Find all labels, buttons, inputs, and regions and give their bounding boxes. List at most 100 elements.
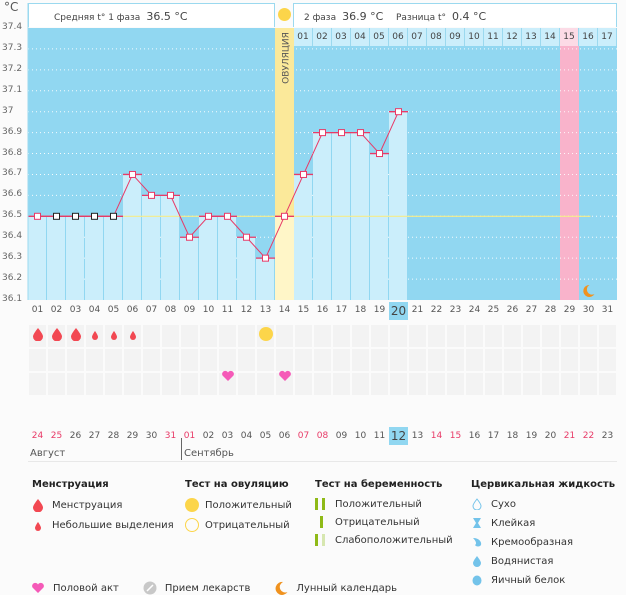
y-tick-label: 36.4 bbox=[2, 231, 23, 242]
sticky-icon bbox=[473, 518, 481, 528]
marker-cell bbox=[542, 349, 559, 371]
calendar-date: 05 bbox=[259, 431, 272, 441]
marker-cell bbox=[333, 349, 350, 371]
moon-icon bbox=[275, 581, 288, 595]
legend-label-moon: Лунный календарь bbox=[296, 582, 397, 594]
marker-cell bbox=[466, 325, 483, 347]
marker-cell bbox=[181, 325, 198, 347]
marker-cell bbox=[124, 373, 141, 395]
phase2-day-label: 05 bbox=[370, 28, 389, 46]
blood-drop-small-icon bbox=[91, 331, 98, 340]
y-tick-label: 37.2 bbox=[2, 63, 23, 74]
x-tick-label: 17 bbox=[335, 305, 348, 315]
marker-cell bbox=[542, 373, 559, 395]
legend-menstruation-title: Менструация bbox=[32, 479, 109, 490]
phase2-day-label: 11 bbox=[484, 28, 503, 46]
phase2-day-label: 04 bbox=[351, 28, 370, 46]
temp-bar bbox=[123, 174, 141, 300]
legend-item-preg-positive: Положительный bbox=[315, 498, 453, 510]
y-tick-label: 37.4 bbox=[2, 22, 23, 32]
pill-icon bbox=[143, 581, 157, 595]
marker-cell bbox=[257, 349, 274, 371]
marker-cell bbox=[219, 325, 236, 347]
calendar-date: 25 bbox=[50, 431, 63, 441]
temperature-point bbox=[338, 129, 345, 137]
y-tick-label: 36.6 bbox=[2, 189, 23, 200]
calendar-date: 02 bbox=[202, 431, 215, 441]
marker-cell bbox=[599, 349, 616, 371]
marker-cell bbox=[428, 325, 445, 347]
creamy-icon bbox=[473, 538, 482, 547]
calendar-date: 07 bbox=[297, 431, 310, 441]
legend-label: Водянистая bbox=[491, 555, 554, 567]
x-tick-label: 25 bbox=[487, 305, 500, 315]
legend-item-ov-positive: Положительный bbox=[185, 498, 292, 512]
legend-pregnancy-title: Тест на беременность bbox=[315, 479, 443, 490]
marker-cell bbox=[105, 349, 122, 371]
temp-bar bbox=[85, 216, 103, 300]
marker-cell bbox=[485, 373, 502, 395]
marker-cell bbox=[48, 349, 65, 371]
month-label-september: Сентябрь bbox=[184, 448, 234, 459]
blood-drop-large-icon bbox=[70, 328, 81, 341]
dry-drop-icon bbox=[472, 498, 482, 510]
legend-label: Менструация bbox=[52, 499, 123, 511]
x-tick-label: 04 bbox=[88, 305, 101, 315]
legend-pregnancy-test: Тест на беременность Положительный Отриц… bbox=[315, 479, 453, 546]
calendar-date: 28 bbox=[107, 431, 120, 441]
marker-cell bbox=[352, 349, 369, 371]
calendar-date: 03 bbox=[221, 431, 234, 441]
x-tick-label: 03 bbox=[69, 305, 82, 315]
x-tick-label: 02 bbox=[50, 305, 63, 315]
ovulation-column bbox=[275, 28, 294, 217]
marker-cell bbox=[542, 325, 559, 347]
marker-cell bbox=[333, 373, 350, 395]
highlight-column bbox=[560, 28, 579, 300]
x-tick-label: 09 bbox=[183, 305, 196, 315]
x-tick-label: 30 bbox=[582, 305, 595, 315]
phase2-day-label: 14 bbox=[541, 28, 560, 46]
marker-cell bbox=[409, 373, 426, 395]
temperature-point bbox=[205, 212, 212, 220]
legend-item-sticky: Клейкая bbox=[471, 517, 615, 529]
x-tick-label: 29 bbox=[563, 305, 576, 315]
marker-cell bbox=[314, 349, 331, 371]
y-tick-label: 37.1 bbox=[2, 84, 23, 95]
x-tick-label: 31 bbox=[601, 305, 614, 315]
x-tick-label: 13 bbox=[259, 305, 272, 315]
legend-other: Половой акт Прием лекарств Лунный календ… bbox=[31, 581, 397, 595]
x-tick-label: 27 bbox=[525, 305, 538, 315]
phase2-value: 36.9 °C bbox=[342, 10, 384, 23]
temperature-point bbox=[72, 212, 79, 220]
marker-cell bbox=[466, 373, 483, 395]
calendar-date: 26 bbox=[69, 431, 82, 441]
x-tick-label: 24 bbox=[468, 305, 481, 315]
marker-cell bbox=[181, 349, 198, 371]
x-tick-label: 19 bbox=[373, 305, 386, 315]
x-tick-label: 06 bbox=[126, 305, 139, 315]
x-tick-label: 14 bbox=[278, 305, 291, 315]
x-tick-label: 07 bbox=[145, 305, 158, 315]
marker-cell bbox=[162, 325, 179, 347]
x-tick-label: 22 bbox=[430, 305, 443, 315]
marker-cell bbox=[29, 349, 46, 371]
marker-cell bbox=[504, 349, 521, 371]
calendar-date: 11 bbox=[373, 431, 386, 441]
y-tick-label: 36.9 bbox=[2, 126, 23, 137]
legend-label: Отрицательный bbox=[335, 516, 420, 528]
phase2-day-label: 08 bbox=[427, 28, 446, 46]
marker-cell bbox=[447, 373, 464, 395]
legend-ovulation-title: Тест на овуляцию bbox=[185, 479, 289, 490]
marker-cell bbox=[162, 349, 179, 371]
x-tick-label: 10 bbox=[202, 305, 215, 315]
blood-drop-small-icon bbox=[35, 522, 41, 531]
legend-item-preg-negative: Отрицательный bbox=[315, 516, 453, 528]
legend-item-preg-weak: Слабоположительный bbox=[315, 534, 453, 546]
x-tick-label: 11 bbox=[221, 305, 234, 315]
marker-cell bbox=[333, 325, 350, 347]
marker-cell bbox=[143, 325, 160, 347]
legend-ovulation-test: Тест на овуляцию Положительный Отрицател… bbox=[185, 479, 292, 532]
temperature-point bbox=[224, 212, 231, 220]
temp-bar bbox=[256, 258, 274, 300]
marker-cell bbox=[428, 373, 445, 395]
